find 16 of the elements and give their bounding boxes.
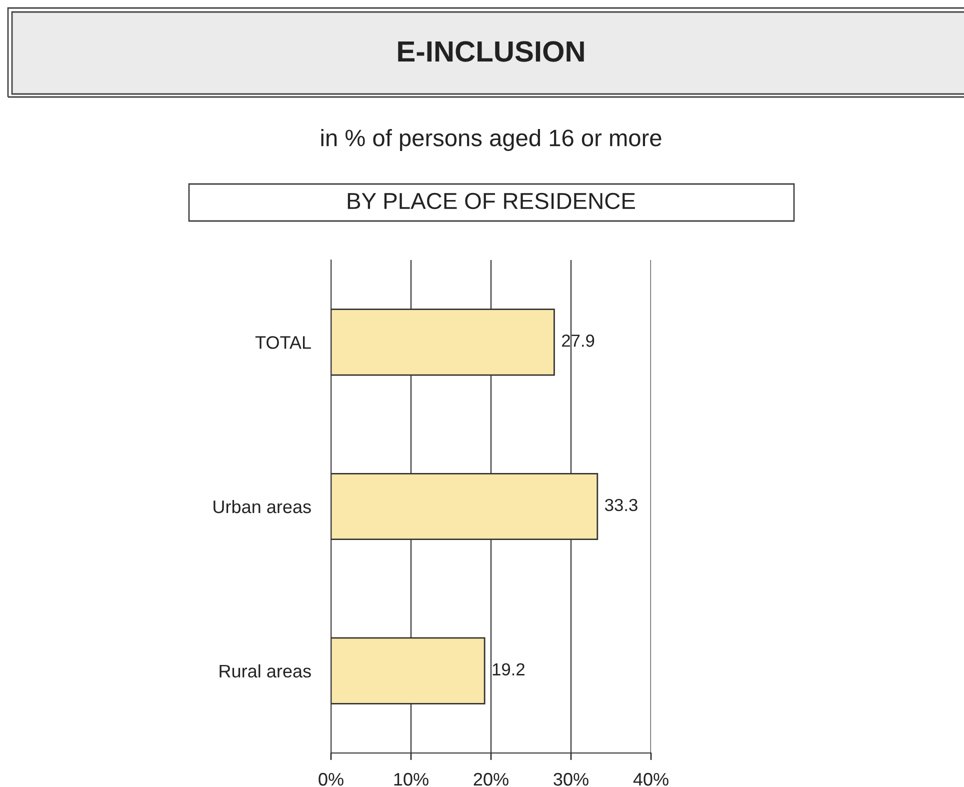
chart-title: E-INCLUSION [398,41,584,62]
text: BY PLACE OF RESIDENCE [348,192,635,210]
y-tick-label: Urban areas [214,500,311,514]
bar [331,472,598,540]
data-label: 19.2 [492,663,524,676]
y-tick-label: TOTAL [255,336,311,349]
x-tick-label: 30% [554,772,588,786]
y-tick-label: Rural areas [220,664,311,678]
data-label: 33.3 [605,498,638,512]
bar [331,637,486,704]
x-tick-label: 40% [633,772,668,786]
chart-subtitle: in % of persons aged 16 or more [321,128,662,152]
x-tick-label: 20% [474,772,508,786]
x-tick-label: 0% [318,772,344,786]
bar [331,308,555,376]
x-tick-label: 10% [394,772,428,786]
